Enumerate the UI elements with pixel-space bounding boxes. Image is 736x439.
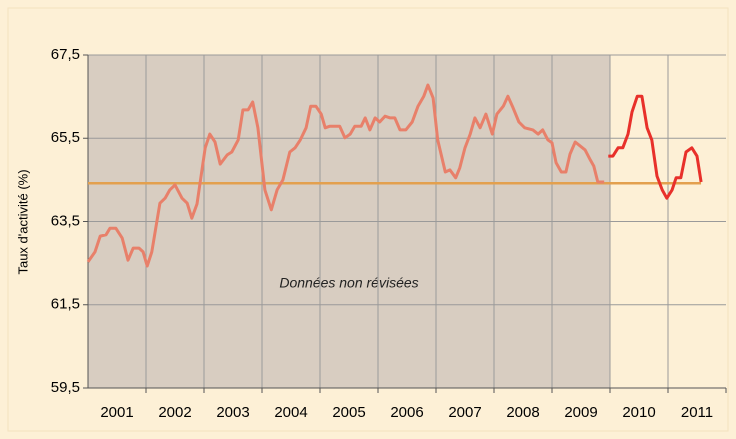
y-tick-label: 63,5 <box>51 212 80 229</box>
x-tick-label: 2008 <box>506 404 539 421</box>
y-tick-label: 67,5 <box>51 46 80 63</box>
frame <box>7 7 729 432</box>
x-tick-label: 2010 <box>622 404 655 421</box>
x-tick-label: 2001 <box>100 404 133 421</box>
plot: Données non révisées 59,5 61,5 63,5 65,5 67,5… <box>51 46 727 421</box>
x-tick-label: 2003 <box>216 404 249 421</box>
annotation: Données non révisées <box>279 275 418 291</box>
series-line <box>608 94 703 200</box>
x-tick-label: 2007 <box>448 404 481 421</box>
x-tick-label: 2009 <box>564 404 597 421</box>
y-tick-label: 65,5 <box>51 129 80 146</box>
y-axis-label: Taux d'activité (%) <box>15 169 30 274</box>
x-tick-label: 2004 <box>274 404 307 421</box>
x-tick-label: 2005 <box>332 404 365 421</box>
series-line <box>86 83 605 268</box>
x-tick-label: 2006 <box>390 404 423 421</box>
x-tick-label: 2011 <box>681 404 713 421</box>
x-tick-label: 2002 <box>158 404 191 421</box>
y-tick-label: 61,5 <box>51 296 80 313</box>
y-tick-label: 59,5 <box>51 379 80 396</box>
